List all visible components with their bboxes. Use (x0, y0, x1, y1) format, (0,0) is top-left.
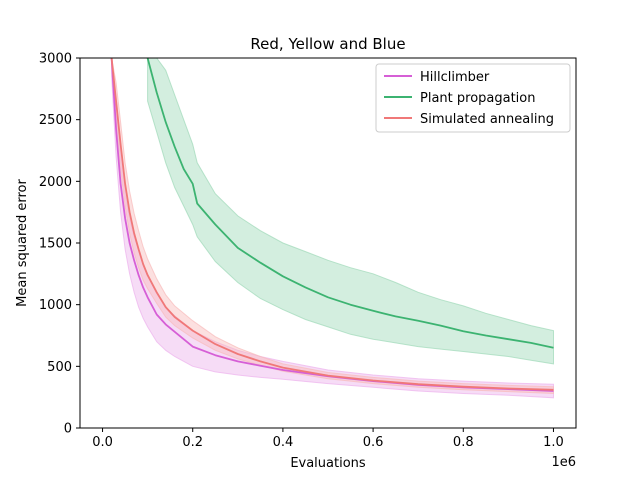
legend-label-simulated-annealing: Simulated annealing (420, 112, 554, 127)
y-tick-label: 3000 (39, 52, 72, 67)
y-tick-label: 500 (47, 360, 72, 375)
y-tick-label: 2500 (39, 113, 72, 128)
x-tick-label: 0.0 (92, 435, 113, 450)
legend-label-hillclimber: Hillclimber (420, 70, 490, 85)
y-tick-label: 1500 (39, 237, 72, 252)
x-axis: 0.0 0.2 0.4 0.6 0.8 1.0 (92, 428, 564, 450)
band-plant-propagation (147, 58, 554, 365)
legend-label-plant-propagation: Plant propagation (420, 91, 536, 106)
x-axis-offset-label: 1e6 (551, 455, 576, 470)
plot-area (110, 58, 554, 399)
x-tick-label: 0.4 (273, 435, 294, 450)
y-tick-label: 2000 (39, 175, 72, 190)
x-axis-label: Evaluations (290, 456, 366, 471)
series-line-simulated-annealing (110, 58, 554, 391)
y-tick-label: 1000 (39, 298, 72, 313)
y-tick-label: 0 (64, 422, 72, 437)
x-tick-label: 0.8 (453, 435, 474, 450)
series-line-plant-propagation (146, 58, 554, 349)
x-tick-label: 0.6 (363, 435, 384, 450)
x-tick-label: 0.2 (182, 435, 203, 450)
legend-box (375, 63, 571, 133)
y-axis-label: Mean squared error (15, 179, 30, 307)
chart-title: Red, Yellow and Blue (250, 35, 405, 53)
x-tick-label: 1.0 (543, 435, 564, 450)
y-axis: 0 500 1000 1500 2000 2500 3000 (39, 52, 80, 437)
legend: Hillclimber Plant propagation Simulated … (375, 63, 571, 133)
